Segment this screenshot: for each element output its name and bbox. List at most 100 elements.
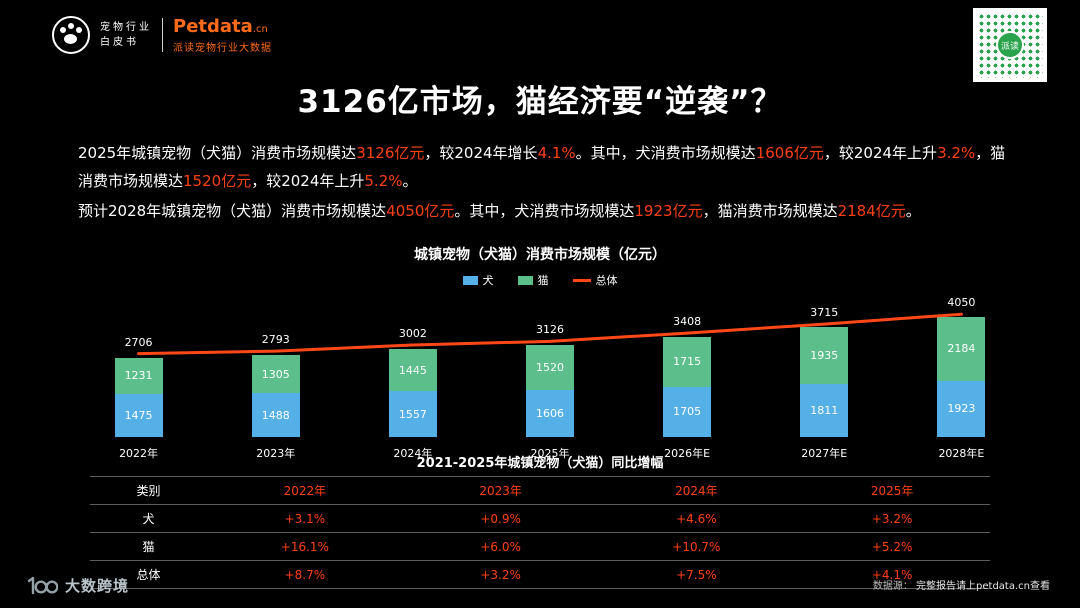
stacked-bar: 1715 1705 [663, 336, 712, 437]
qr-code: 派读 [973, 8, 1047, 82]
table-header-row: 类别 2022年 2023年 2024年 2025年 [90, 476, 990, 505]
body-run: 。 [905, 201, 921, 220]
body-paragraph: 2025年城镇宠物（犬猫）消费市场规模达3126亿元，较2024年增长4.1%。… [78, 140, 1006, 196]
table-row: 猫 +16.1% +6.0% +10.7% +5.2% [90, 532, 990, 561]
total-value-label: 3126 [536, 323, 564, 337]
body-run: ，猫消费市场规模达 [78, 144, 1006, 190]
total-value-label: 3002 [398, 326, 427, 340]
legend-label: 总体 [595, 274, 618, 287]
growth-value: +3.2% [794, 504, 990, 533]
bar-segment-dog: 1923 [937, 380, 986, 437]
bar-segment-cat: 1445 [388, 348, 437, 392]
header-category: 类别 [90, 476, 207, 505]
total-value-label: 3408 [673, 315, 702, 329]
x-axis-label: 2025年 [530, 447, 570, 460]
growth-value: +7.5% [598, 560, 795, 589]
highlight-value: 1520亿元 [183, 171, 252, 190]
header-divider [162, 18, 163, 52]
body-run: ，较2024年增长 [424, 144, 538, 162]
growth-table-section: 2021-2025年城镇宠物（犬猫）同比增幅 类别 2022年 2023年 2024年… [90, 452, 990, 589]
growth-table-body: 类别 2022年 2023年 2024年 2025年犬 +3.1% +0.9% +4.6% +3… [90, 476, 990, 589]
growth-value: +4.6% [598, 504, 795, 533]
whitepaper-logo-text: 宠物行业 白皮书 [100, 20, 152, 50]
chart-section: 城镇宠物（犬猫）消费市场规模（亿元） 犬 猫 总体 1231 1475 2706 1305… [0, 244, 1080, 463]
x-axis-label: 2024年 [393, 447, 433, 460]
row-label: 猫 [90, 532, 207, 561]
x-axis-label: 2028年E [938, 447, 985, 460]
body-run: 。其中，犬消费市场规模达 [575, 144, 756, 162]
logo-line2: 白皮书 [100, 37, 139, 48]
body-run: ，较2024年上升 [251, 171, 365, 190]
body-run: 。其中，犬消费市场规模达 [454, 201, 635, 220]
logo-line1: 宠物行业 [100, 22, 152, 33]
bar-segment-cat: 1935 [800, 327, 849, 384]
body-run: 2025年城镇宠物（犬猫）消费市场规模达 [78, 144, 357, 162]
body-run: ，较2024年上升 [823, 144, 938, 162]
legend-bar-swatch [462, 275, 478, 285]
chart-plot: 1231 1475 2706 1305 1488 2793 1445 1557 3002 1520… [70, 292, 1030, 437]
row-label: 总体 [90, 560, 207, 589]
stacked-bar: 1231 1475 [114, 357, 163, 437]
brand-tagline: 派读宠物行业大数据 [173, 42, 272, 54]
growth-table-title: 2021-2025年城镇宠物（犬猫）同比增幅 [416, 456, 664, 471]
body-run: 预计2028年城镇宠物（犬猫）消费市场规模达 [78, 201, 387, 220]
dashu-100-logo-icon [27, 576, 58, 595]
total-value-label: 2793 [261, 333, 290, 347]
header-year: 2024年 [598, 476, 795, 505]
footer-source: 数据源： 完整报告请上petdata.cn查看 [873, 577, 1050, 592]
growth-value: +8.7% [207, 560, 403, 589]
bar-segment-dog: 1606 [526, 389, 574, 437]
brand-suffix: .cn [252, 23, 268, 35]
stacked-bar: 1935 1811 [800, 327, 849, 437]
bar-segment-dog: 1705 [663, 387, 712, 437]
highlight-value: 4050亿元 [386, 201, 455, 220]
bar-segment-dog: 1475 [114, 393, 163, 437]
stacked-bar: 1445 1557 [388, 348, 437, 437]
body-paragraph: 预计2028年城镇宠物（犬猫）消费市场规模达4050亿元。其中，犬消费市场规模达… [78, 198, 1006, 226]
highlight-value: 1606亿元 [755, 144, 824, 162]
header-year: 2022年 [207, 476, 403, 505]
legend-item-猫: 猫 [517, 272, 549, 288]
legend-label: 犬 [482, 274, 494, 287]
body-run: 。 [402, 171, 418, 190]
footer-brand-name: 大数跨境 [65, 576, 130, 595]
bar-segment-dog: 1488 [251, 393, 300, 437]
x-axis-label: 2027年E [801, 447, 848, 460]
growth-value: +5.2% [794, 532, 990, 561]
bar-segment-dog: 1557 [388, 391, 437, 437]
growth-value: +3.2% [402, 560, 599, 589]
highlight-value: 2184亿元 [837, 201, 906, 220]
chart-legend: 犬 猫 总体 [0, 272, 1080, 288]
table-row: 总体 +8.7% +3.2% +7.5% +4.1% [90, 560, 990, 589]
bar-segment-cat: 1305 [251, 355, 300, 394]
bar-segment-cat: 1231 [114, 357, 163, 394]
growth-value: +4.1% [794, 560, 990, 589]
qr-center-badge: 派读 [996, 31, 1024, 59]
legend-line-swatch [572, 278, 591, 282]
row-label: 犬 [90, 504, 207, 533]
stacked-bar: 1305 1488 [251, 355, 300, 437]
chart-x-axis: 2022年 2023年 2024年 2025年 2026年E 2027年E 2028年E [70, 445, 1030, 463]
qr-pattern: 派读 [977, 12, 1043, 78]
bar-segment-cat: 2184 [937, 316, 986, 381]
growth-value: +3.1% [207, 504, 403, 533]
total-value-label: 3715 [810, 306, 839, 320]
bar-segment-cat: 1715 [663, 336, 712, 387]
bar-segment-cat: 1520 [526, 345, 574, 390]
legend-item-犬: 犬 [462, 272, 494, 288]
highlight-value: 3126亿元 [356, 144, 425, 162]
source-label: 数据源： [872, 581, 913, 592]
highlight-value: 1923亿元 [634, 201, 703, 220]
table-row: 犬 +3.1% +0.9% +4.6% +3.2% [90, 504, 990, 533]
header-year: 2023年 [402, 476, 599, 505]
body-text: 2025年城镇宠物（犬猫）消费市场规模达3126亿元，较2024年增长4.1%。… [78, 140, 1006, 227]
growth-value: +0.9% [402, 504, 599, 533]
stacked-bar: 2184 1923 [937, 316, 986, 437]
total-value-label: 4050 [947, 296, 976, 310]
source-text: 完整报告请上petdata.cn查看 [916, 581, 1050, 592]
header: 宠物行业 白皮书 Petdata.cn 派读宠物行业大数据 [52, 16, 272, 54]
total-value-label: 2706 [124, 335, 153, 349]
page-title: 3126亿市场，猫经济要“逆袭”？ [297, 84, 783, 120]
stacked-bar: 1520 1606 [526, 345, 574, 437]
